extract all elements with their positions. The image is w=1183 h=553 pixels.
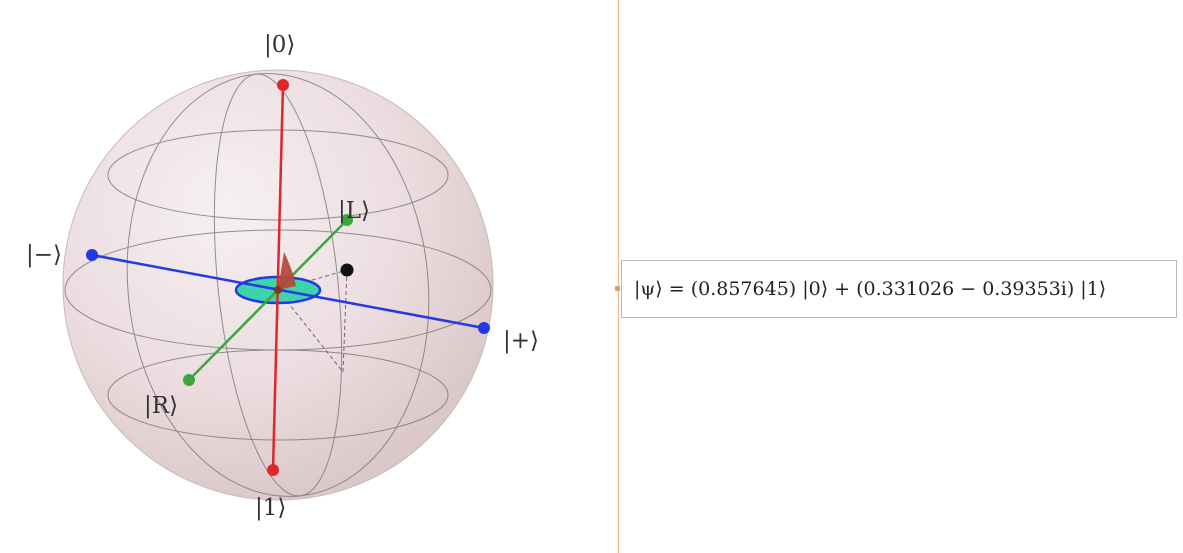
x-axis-line [91,253,485,330]
label-zero: |0⟩ [264,32,295,58]
one-state-point[interactable] [267,464,279,476]
divider-handle-icon[interactable] [615,286,620,291]
state-expression-box: |ψ⟩ = (0.857645) |0⟩ + (0.331026 − 0.393… [621,260,1177,318]
panel-divider[interactable] [618,0,619,553]
zero-state-point[interactable] [277,79,289,91]
theta-wedge [278,252,296,290]
state-vector-point[interactable] [340,263,354,277]
bloch-sphere-view[interactable]: |0⟩ |1⟩ |−⟩ |+⟩ |L⟩ |R⟩ [0,0,618,553]
plus-state-point[interactable] [478,322,490,334]
sphere-grid [64,73,492,497]
y-axis-line [188,219,348,381]
label-right: |R⟩ [144,393,178,419]
right-state-point[interactable] [183,374,195,386]
z-axis-line [271,84,285,471]
label-plus: |+⟩ [503,328,539,354]
label-left: |L⟩ [338,198,370,224]
label-minus: |−⟩ [26,242,62,268]
left-state-point[interactable] [341,214,353,226]
label-one: |1⟩ [255,495,286,521]
minus-state-point[interactable] [86,249,98,261]
origin-point [274,286,282,294]
state-expression: |ψ⟩ = (0.857645) |0⟩ + (0.331026 − 0.393… [634,278,1107,300]
